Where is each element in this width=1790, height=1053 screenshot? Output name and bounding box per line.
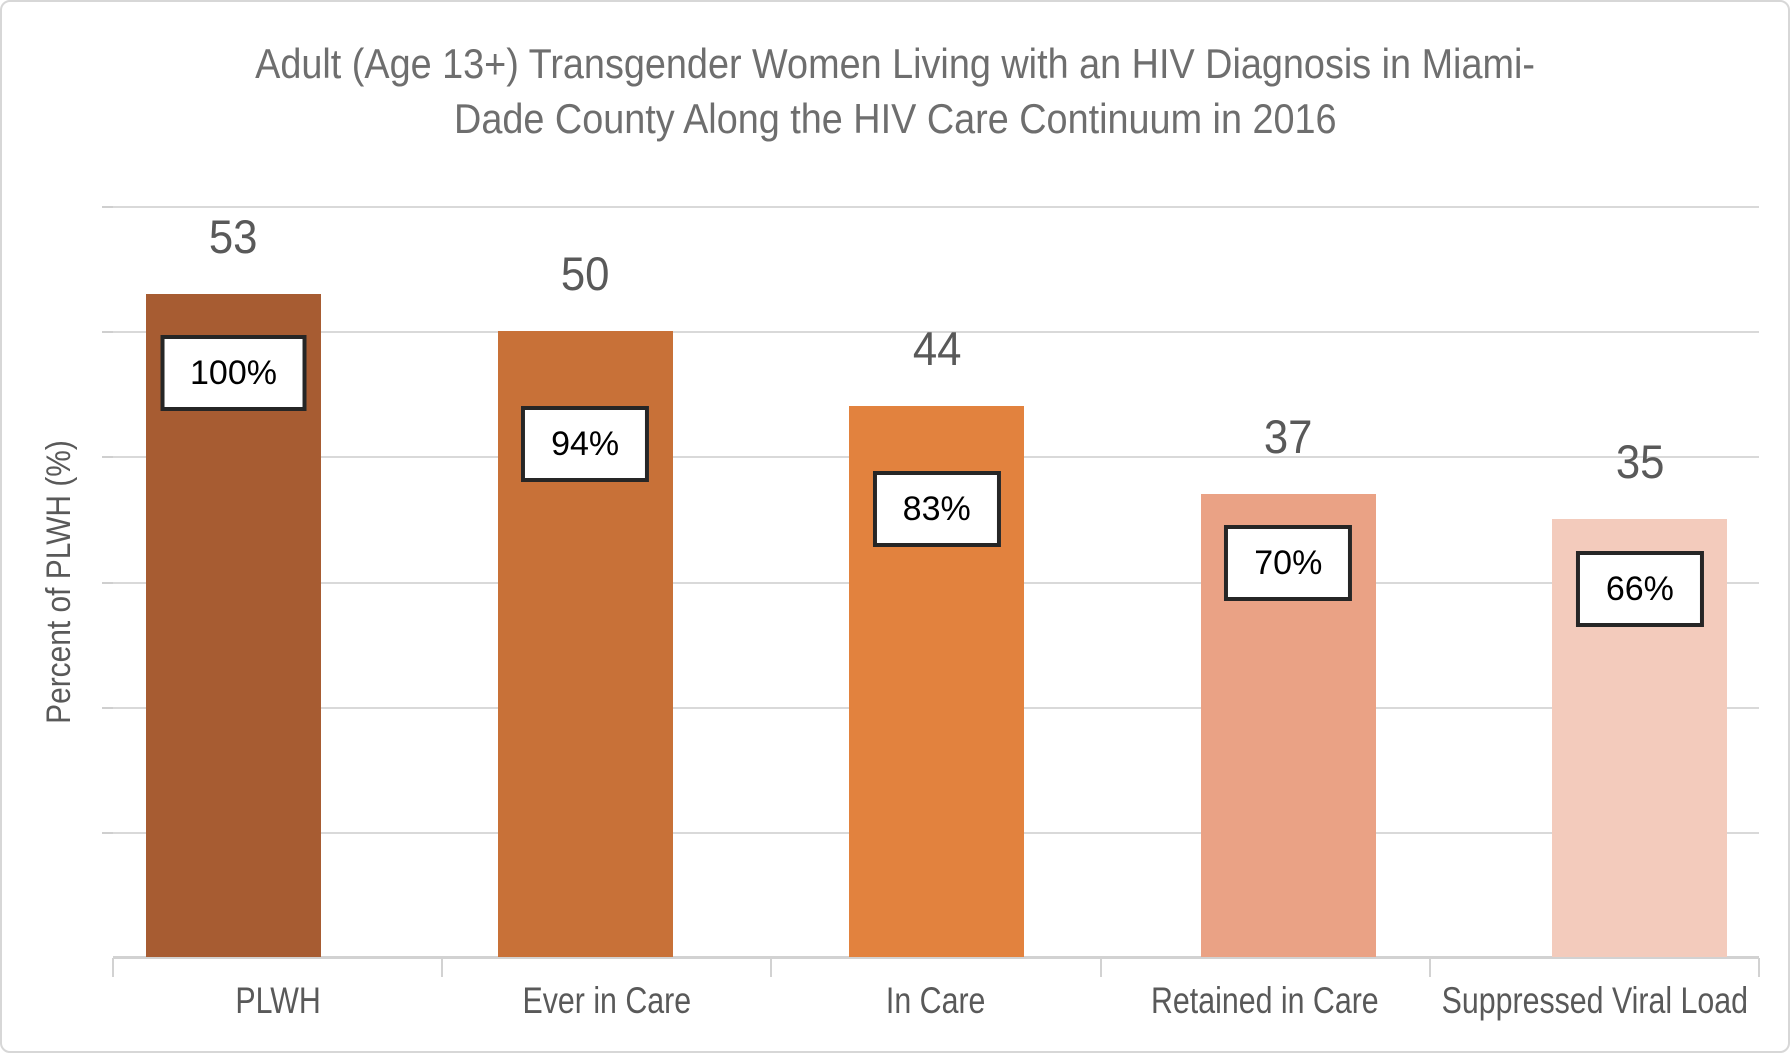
y-axis-tick <box>102 706 113 709</box>
chart-title-line-1: Adult (Age 13+) Transgender Women Living… <box>255 40 1535 87</box>
x-axis-tick <box>112 958 114 977</box>
percent-label-box: 94% <box>521 406 650 483</box>
y-axis-tick <box>102 456 113 459</box>
category-label-plwh: PLWH <box>68 980 488 1022</box>
gridline-60 <box>113 206 1759 208</box>
percent-label-box: 66% <box>1575 550 1704 627</box>
x-axis-tick <box>770 958 773 977</box>
category-label-text: Suppressed Viral Load <box>1441 980 1748 1021</box>
x-axis-tick <box>1099 958 1102 977</box>
category-label-text: Retained in Care <box>1151 980 1380 1021</box>
x-axis-tick <box>1428 958 1431 977</box>
bar-value-text: 35 <box>1615 434 1665 488</box>
bar-value-label: 53 <box>114 209 354 264</box>
y-axis-tick <box>102 581 113 584</box>
category-label-retained-in-care: Retained in Care <box>1055 980 1475 1022</box>
category-label-text: Ever in Care <box>522 980 692 1021</box>
chart-title: Adult (Age 13+) Transgender Women Living… <box>2 36 1788 147</box>
x-axis-tick <box>441 958 444 977</box>
bar-value-text: 50 <box>560 247 610 301</box>
y-axis-tick <box>102 831 113 834</box>
percent-label-box: 100% <box>160 334 307 411</box>
bar-value-text: 53 <box>209 209 258 263</box>
category-label-text: In Care <box>886 980 986 1021</box>
x-axis-tick <box>1758 958 1760 977</box>
percent-label-box: 83% <box>872 471 1001 548</box>
bar-value-text: 37 <box>1263 409 1313 463</box>
category-label-text: PLWH <box>234 980 321 1021</box>
category-label-suppressed-viral-load: Suppressed Viral Load <box>1384 980 1788 1022</box>
gridline-50 <box>113 331 1759 334</box>
bar-value-label: 35 <box>1520 434 1760 489</box>
y-axis-title-text: Percent of PLWH (%) <box>40 440 78 724</box>
category-label-in-care: In Care <box>726 980 1146 1022</box>
chart-title-line-2: Dade County Along the HIV Care Continuum… <box>453 95 1337 143</box>
bar-value-text: 44 <box>912 322 961 376</box>
category-label-ever-in-care: Ever in Care <box>397 980 817 1022</box>
bar-value-label: 44 <box>817 321 1057 376</box>
bar-value-label: 37 <box>1168 409 1408 464</box>
x-axis-line <box>113 956 1759 959</box>
y-axis-tick <box>102 206 113 208</box>
y-axis-tick <box>102 331 113 334</box>
percent-label-box: 70% <box>1224 524 1353 601</box>
bar-value-label: 50 <box>465 246 705 301</box>
plot-area: 53 100% 50 94% 44 83% 37 70% 35 66% <box>102 206 1760 977</box>
